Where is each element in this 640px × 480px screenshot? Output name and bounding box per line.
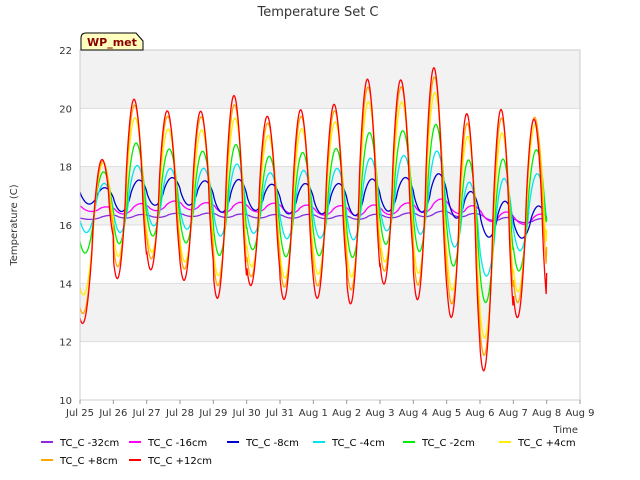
station-tag-label: WP_met: [87, 36, 137, 49]
plot-frame: [79, 49, 581, 401]
x-tick-label: Aug 3: [365, 408, 394, 419]
legend-label: TC_C +8cm: [59, 456, 118, 467]
x-tick-label: Jul 30: [232, 408, 261, 419]
x-tick-label: Jul 26: [98, 408, 127, 419]
legend-label: TC_C -32cm: [59, 438, 119, 449]
series-line-tc-c-plus12cm: [79, 67, 548, 372]
legend-label: TC_C -8cm: [245, 438, 299, 449]
y-axis-label: Temperature (C): [9, 184, 20, 266]
x-tick-label: Aug 4: [399, 408, 428, 419]
legend: TC_C -32cm TC_C -16cm TC_C -8cm TC_C -4cm TC…: [41, 438, 576, 467]
y-tick-label: 22: [59, 46, 72, 57]
x-tick-label: Aug 8: [532, 408, 561, 419]
x-tick-label: Aug 1: [299, 408, 328, 419]
legend-label: TC_C -16cm: [147, 438, 207, 449]
x-tick-label: Aug 7: [499, 408, 528, 419]
x-tick-label: Jul 25: [65, 408, 94, 419]
series-layer: [79, 67, 548, 372]
y-tick-label: 10: [59, 396, 72, 407]
legend-label: TC_C -2cm: [421, 438, 475, 449]
station-tag-box: [80, 32, 144, 51]
y-tick-label: 16: [59, 221, 72, 232]
x-tick-label: Jul 29: [198, 408, 227, 419]
x-tick-label: Aug 2: [332, 408, 361, 419]
x-tick-label: Aug 5: [432, 408, 461, 419]
station-tag: WP_met: [80, 32, 144, 51]
y-tick-label: 18: [59, 163, 72, 174]
legend-label: TC_C +12cm: [147, 456, 212, 467]
x-tick-label: Jul 28: [165, 408, 194, 419]
y-tick-label: 12: [59, 338, 72, 349]
y-tick-label: 14: [59, 279, 72, 290]
x-axis-ticks: Jul 25 Jul 26 Jul 27 Jul 28 Jul 29 Jul 30 Jul …: [65, 400, 595, 419]
y-tick-label: 20: [59, 104, 72, 115]
x-axis-label: Time: [553, 425, 578, 436]
grid-band: [80, 283, 580, 342]
y-axis-ticks: 10 12 14 16 18 20 22: [59, 46, 72, 407]
legend-label: TC_C -4cm: [331, 438, 385, 449]
chart-title: Temperature Set C: [256, 5, 378, 20]
x-tick-label: Aug 9: [565, 408, 594, 419]
x-tick-label: Aug 6: [465, 408, 494, 419]
legend-label: TC_C +4cm: [517, 438, 576, 449]
x-tick-label: Jul 27: [132, 408, 161, 419]
x-tick-label: Jul 31: [265, 408, 294, 419]
grid-band: [80, 50, 580, 109]
